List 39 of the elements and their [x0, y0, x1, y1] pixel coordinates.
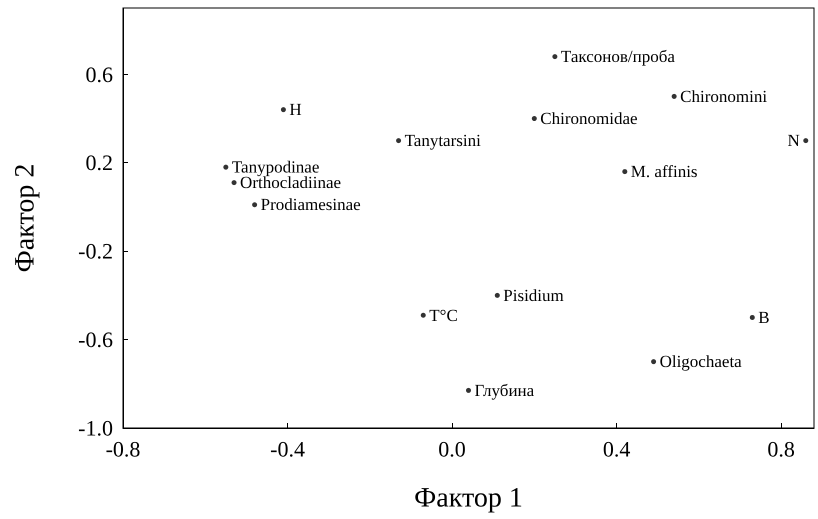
point: [672, 94, 677, 99]
x-tick-label: -0.4: [270, 436, 305, 462]
annotation: Chironomidae: [540, 109, 638, 128]
point: [532, 116, 537, 122]
point: [223, 164, 228, 170]
x-tick-label: 0.4: [602, 436, 630, 462]
point: [622, 169, 628, 174]
point: [750, 314, 755, 320]
x-tick-label: 0.0: [438, 436, 466, 462]
annotation: Chironomini: [680, 86, 768, 106]
annotation: Oligochaeta: [660, 352, 742, 372]
point: [420, 312, 426, 318]
point: [552, 54, 558, 60]
point: [280, 107, 286, 112]
annotation: Tanypodinae: [232, 158, 320, 177]
x-tick-label: 0.8: [767, 436, 795, 462]
y-tick-label: 0.6: [86, 62, 113, 87]
y-axis-title: Фактор 2: [10, 164, 40, 272]
annotation: Pisidium: [503, 286, 564, 305]
annotation: Глубина: [474, 380, 535, 400]
x-axis-title: Фактор 1: [414, 482, 523, 514]
point: [651, 359, 656, 364]
y-tick-label: 0.2: [86, 150, 113, 176]
y-tick-label: -0.6: [78, 327, 113, 352]
annotation: Tanytarsini: [404, 131, 482, 150]
annotation: N: [787, 131, 800, 150]
annotation: Таксонов/проба: [560, 47, 676, 66]
point: [396, 138, 402, 144]
point: [466, 388, 471, 393]
annotation: B: [758, 308, 770, 327]
point: [803, 138, 808, 144]
annotation: Prodiamesinae: [260, 195, 361, 214]
annotation: M. affinis: [630, 162, 698, 182]
point: [494, 292, 500, 298]
point: [232, 180, 237, 186]
annotation: T°C: [429, 306, 458, 325]
annotation: H: [289, 100, 302, 120]
y-tick-label: -0.2: [78, 238, 113, 264]
point: [252, 202, 258, 208]
